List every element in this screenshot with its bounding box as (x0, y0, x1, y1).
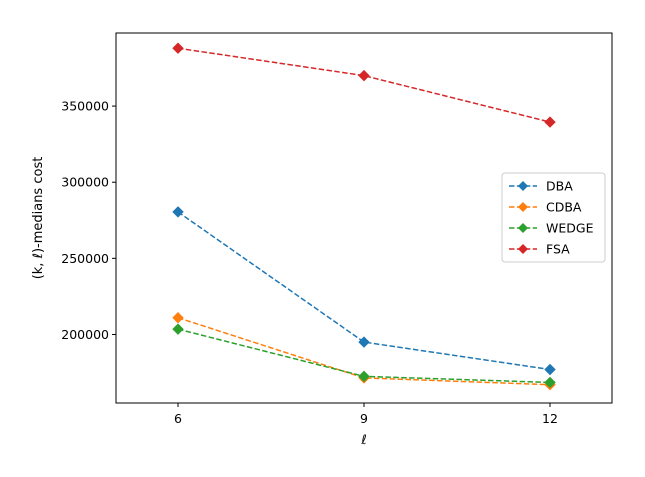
legend-label: CDBA (546, 200, 582, 215)
x-axis-label: ℓ (360, 433, 366, 448)
axes-frame (115, 32, 613, 404)
y-axis-ticks: 200000 250000 300000 350000 (61, 99, 116, 342)
data-point (172, 206, 184, 218)
x-tick-label: 9 (360, 411, 368, 426)
series-group (172, 42, 556, 391)
data-point (172, 312, 184, 324)
legend-box (501, 172, 606, 263)
legend-marker (518, 244, 528, 254)
series-dba (172, 206, 556, 376)
series-line (177, 317, 551, 386)
x-axis-ticks: 6 9 12 (174, 403, 558, 426)
y-axis-label: (k, ℓ)-medians cost (31, 157, 46, 280)
data-point (172, 323, 184, 335)
data-point (172, 42, 184, 54)
y-tick-label: 200000 (61, 327, 109, 342)
legend: DBA CDBA WEDGE FSA (501, 172, 606, 263)
legend-marker (518, 223, 528, 233)
legend-label: DBA (546, 179, 573, 194)
legend-marker (518, 202, 528, 212)
data-point (544, 116, 556, 128)
x-tick-label: 12 (542, 411, 558, 426)
x-tick-label: 6 (174, 411, 182, 426)
series-cdba (172, 312, 556, 391)
legend-item: WEDGE (509, 221, 594, 236)
legend-marker (518, 181, 528, 191)
legend-item: FSA (509, 242, 570, 257)
series-line (177, 211, 551, 371)
legend-item: CDBA (509, 200, 582, 215)
y-tick-label: 350000 (61, 99, 109, 114)
data-point (544, 363, 556, 376)
data-point (358, 69, 370, 82)
legend-label: WEDGE (546, 221, 594, 236)
series-fsa (172, 42, 556, 128)
legend-label: FSA (546, 242, 570, 257)
data-point (358, 336, 370, 348)
legend-item: DBA (509, 179, 573, 194)
y-tick-label: 250000 (61, 251, 109, 266)
series-wedge (172, 323, 556, 389)
data-point (358, 370, 370, 383)
y-tick-label: 300000 (61, 175, 109, 190)
data-point (544, 376, 556, 389)
